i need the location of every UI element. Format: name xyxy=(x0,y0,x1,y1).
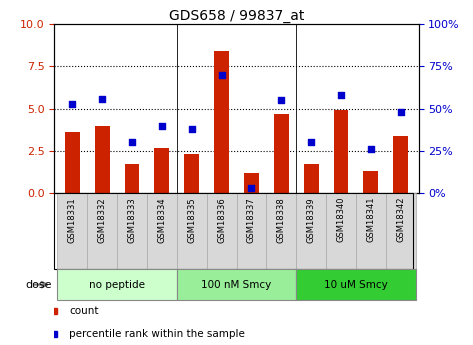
Bar xyxy=(57,269,177,300)
Bar xyxy=(304,165,319,193)
Text: GSM18342: GSM18342 xyxy=(396,197,405,243)
Text: GSM18339: GSM18339 xyxy=(307,197,315,243)
Bar xyxy=(154,148,169,193)
Text: GSM18331: GSM18331 xyxy=(68,197,77,243)
Text: GSM18340: GSM18340 xyxy=(336,197,345,243)
Bar xyxy=(296,193,326,269)
Bar xyxy=(184,154,199,193)
Point xyxy=(158,123,166,128)
Point xyxy=(128,140,136,145)
Bar xyxy=(65,132,80,193)
Bar xyxy=(207,193,236,269)
Bar xyxy=(177,269,296,300)
Bar xyxy=(274,114,289,193)
Bar xyxy=(87,193,117,269)
Bar xyxy=(266,193,296,269)
Point xyxy=(278,97,285,103)
Text: 10 uM Smcy: 10 uM Smcy xyxy=(324,280,388,289)
Text: percentile rank within the sample: percentile rank within the sample xyxy=(69,329,245,339)
Title: GDS658 / 99837_at: GDS658 / 99837_at xyxy=(169,9,304,23)
Text: GSM18332: GSM18332 xyxy=(97,197,106,243)
Text: dose: dose xyxy=(26,280,52,289)
Bar xyxy=(214,51,229,193)
Text: GSM18335: GSM18335 xyxy=(187,197,196,243)
Point xyxy=(248,185,255,191)
Point xyxy=(307,140,315,145)
Point xyxy=(69,101,76,106)
Text: no peptide: no peptide xyxy=(89,280,145,289)
Bar xyxy=(147,193,177,269)
Bar xyxy=(386,193,416,269)
Point xyxy=(188,126,195,132)
Bar xyxy=(244,173,259,193)
Bar xyxy=(124,165,140,193)
Point xyxy=(98,96,106,101)
Text: 100 nM Smcy: 100 nM Smcy xyxy=(201,280,272,289)
Point xyxy=(218,72,225,78)
Bar xyxy=(393,136,408,193)
Point xyxy=(367,147,375,152)
Text: GSM18337: GSM18337 xyxy=(247,197,256,243)
Text: count: count xyxy=(69,306,98,316)
Bar xyxy=(333,110,349,193)
Bar xyxy=(296,269,416,300)
Text: GSM18341: GSM18341 xyxy=(367,197,376,243)
Bar xyxy=(236,193,266,269)
Bar xyxy=(177,193,207,269)
Text: GSM18338: GSM18338 xyxy=(277,197,286,243)
Text: GSM18336: GSM18336 xyxy=(217,197,226,243)
Bar xyxy=(57,193,87,269)
Text: GSM18333: GSM18333 xyxy=(128,197,137,243)
Bar xyxy=(95,126,110,193)
Bar xyxy=(356,193,386,269)
Bar xyxy=(363,171,378,193)
Text: GSM18334: GSM18334 xyxy=(158,197,166,243)
Bar xyxy=(117,193,147,269)
Point xyxy=(337,92,345,98)
Bar xyxy=(326,193,356,269)
Point xyxy=(397,109,404,115)
